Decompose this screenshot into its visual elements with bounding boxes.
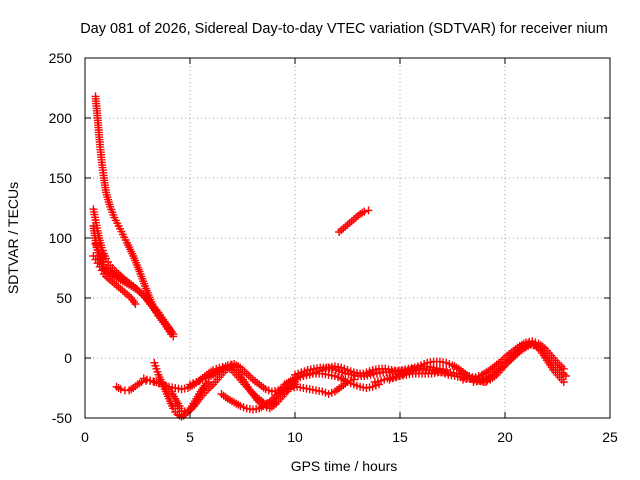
- x-tick-label: 20: [497, 429, 513, 445]
- x-tick-label: 15: [392, 429, 408, 445]
- series-arc-19: [469, 340, 570, 386]
- series-arc-4: [89, 252, 140, 308]
- x-tick-label: 0: [81, 429, 89, 445]
- data-point-marker: [559, 378, 568, 386]
- y-tick-label: 200: [49, 110, 73, 126]
- y-tick-label: 250: [49, 50, 73, 66]
- series-arc-5: [91, 240, 176, 336]
- x-tick-label: 25: [602, 429, 618, 445]
- data-point-marker: [360, 207, 369, 216]
- axis-ticks: 0 5 10 15 20 25 -50 0 50 100 150 200 250: [49, 50, 618, 445]
- y-axis-label: SDTVAR / TECUs: [5, 182, 21, 294]
- grid-lines: [85, 58, 610, 418]
- x-axis-label: GPS time / hours: [291, 458, 398, 474]
- y-tick-label: 100: [49, 230, 73, 246]
- data-point-marker: [131, 300, 140, 308]
- y-tick-label: 0: [64, 350, 72, 366]
- data-marks: [89, 92, 570, 421]
- data-point-marker: [167, 327, 176, 336]
- chart-title: Day 081 of 2026, Sidereal Day-to-day VTE…: [80, 21, 608, 37]
- series-arc-6: [335, 206, 373, 236]
- series-arc-13: [280, 369, 383, 392]
- data-point-marker: [561, 372, 570, 380]
- data-point-marker: [116, 385, 125, 394]
- x-tick-label: 5: [186, 429, 194, 445]
- series-arc-12: [217, 375, 358, 414]
- y-tick-label: 150: [49, 170, 73, 186]
- y-tick-label: -50: [52, 410, 72, 426]
- x-tick-label: 10: [287, 429, 303, 445]
- data-point-marker: [364, 206, 373, 215]
- y-tick-label: 50: [56, 290, 72, 306]
